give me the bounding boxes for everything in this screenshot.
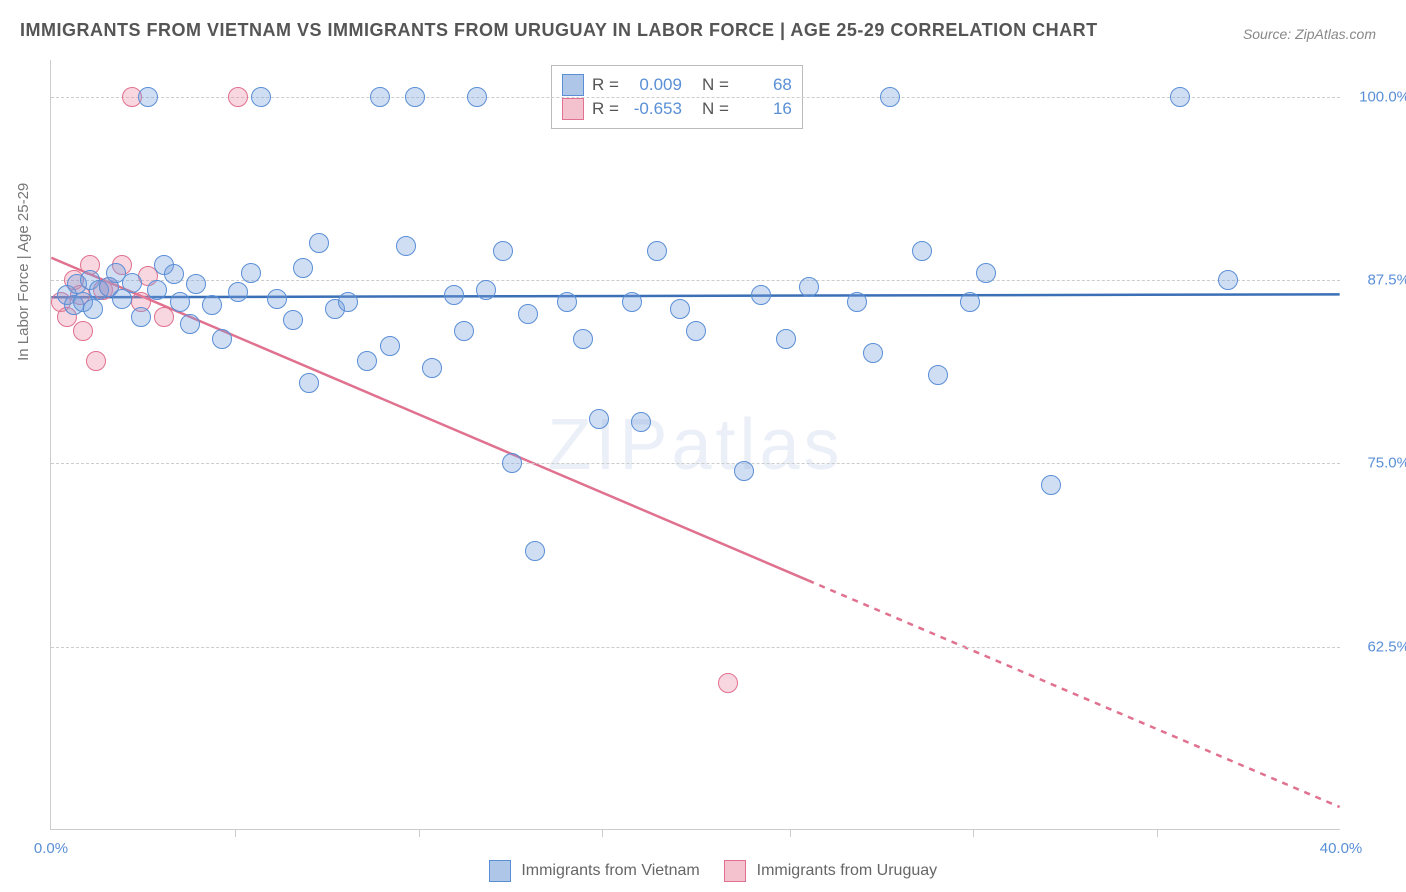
vietnam-marker	[525, 541, 545, 561]
uruguay-legend-label: Immigrants from Uruguay	[757, 862, 938, 879]
vietnam-marker	[467, 87, 487, 107]
vietnam-marker	[734, 461, 754, 481]
vietnam-marker	[518, 304, 538, 324]
vietnam-marker	[338, 292, 358, 312]
vietnam-marker	[686, 321, 706, 341]
x-minor-tick	[790, 829, 791, 837]
chart-container: IMMIGRANTS FROM VIETNAM VS IMMIGRANTS FR…	[0, 0, 1406, 892]
vietnam-marker	[138, 87, 158, 107]
vietnam-marker	[1218, 270, 1238, 290]
y-tick-label: 87.5%	[1350, 272, 1406, 289]
vietnam-marker	[251, 87, 271, 107]
x-tick-label: 0.0%	[34, 840, 68, 857]
y-tick-label: 62.5%	[1350, 638, 1406, 655]
gridline-h	[51, 647, 1340, 648]
n-label: N =	[702, 75, 729, 95]
x-minor-tick	[602, 829, 603, 837]
y-tick-label: 100.0%	[1350, 88, 1406, 105]
vietnam-marker	[557, 292, 577, 312]
vietnam-marker	[976, 263, 996, 283]
vietnam-marker	[370, 87, 390, 107]
vietnam-marker	[863, 343, 883, 363]
vietnam-marker	[476, 280, 496, 300]
vietnam-marker	[1170, 87, 1190, 107]
vietnam-marker	[799, 277, 819, 297]
vietnam-marker	[928, 365, 948, 385]
vietnam-marker	[589, 409, 609, 429]
r-label: R =	[592, 75, 619, 95]
vietnam-swatch	[562, 74, 584, 96]
n-label: N =	[702, 99, 729, 119]
stats-row-vietnam: R = 0.009 N = 68	[562, 74, 792, 96]
x-minor-tick	[419, 829, 420, 837]
vietnam-marker	[622, 292, 642, 312]
x-tick-label: 40.0%	[1320, 840, 1363, 857]
vietnam-marker	[122, 273, 142, 293]
vietnam-marker	[212, 329, 232, 349]
vietnam-marker	[422, 358, 442, 378]
uruguay-marker	[86, 351, 106, 371]
bottom-legend: Immigrants from Vietnam Immigrants from …	[0, 860, 1406, 882]
y-axis-label: In Labor Force | Age 25-29	[15, 183, 32, 361]
x-minor-tick	[235, 829, 236, 837]
vietnam-marker	[847, 292, 867, 312]
vietnam-marker	[202, 295, 222, 315]
vietnam-marker	[147, 280, 167, 300]
uruguay-marker	[73, 321, 93, 341]
vietnam-marker	[170, 292, 190, 312]
vietnam-r-value: 0.009	[627, 75, 682, 95]
vietnam-marker	[631, 412, 651, 432]
vietnam-marker	[283, 310, 303, 330]
vietnam-marker	[299, 373, 319, 393]
vietnam-marker	[647, 241, 667, 261]
r-label: R =	[592, 99, 619, 119]
uruguay-n-value: 16	[737, 99, 792, 119]
vietnam-marker	[83, 299, 103, 319]
vietnam-marker	[493, 241, 513, 261]
x-minor-tick	[1157, 829, 1158, 837]
vietnam-marker	[228, 282, 248, 302]
vietnam-marker	[186, 274, 206, 294]
chart-title: IMMIGRANTS FROM VIETNAM VS IMMIGRANTS FR…	[20, 20, 1098, 41]
vietnam-marker	[380, 336, 400, 356]
uruguay-legend-swatch	[724, 860, 746, 882]
uruguay-swatch	[562, 98, 584, 120]
vietnam-marker	[880, 87, 900, 107]
vietnam-marker	[357, 351, 377, 371]
vietnam-marker	[444, 285, 464, 305]
vietnam-marker	[573, 329, 593, 349]
vietnam-marker	[1041, 475, 1061, 495]
uruguay-marker	[154, 307, 174, 327]
vietnam-marker	[502, 453, 522, 473]
vietnam-marker	[960, 292, 980, 312]
vietnam-marker	[293, 258, 313, 278]
uruguay-trendline	[808, 580, 1339, 807]
vietnam-marker	[180, 314, 200, 334]
uruguay-marker	[718, 673, 738, 693]
source-attribution: Source: ZipAtlas.com	[1243, 26, 1376, 42]
vietnam-marker	[454, 321, 474, 341]
vietnam-marker	[164, 264, 184, 284]
vietnam-marker	[309, 233, 329, 253]
vietnam-marker	[241, 263, 261, 283]
vietnam-legend-label: Immigrants from Vietnam	[521, 862, 699, 879]
vietnam-marker	[131, 307, 151, 327]
x-minor-tick	[973, 829, 974, 837]
stats-row-uruguay: R = -0.653 N = 16	[562, 98, 792, 120]
vietnam-marker	[670, 299, 690, 319]
vietnam-marker	[396, 236, 416, 256]
vietnam-marker	[267, 289, 287, 309]
y-tick-label: 75.0%	[1350, 455, 1406, 472]
vietnam-n-value: 68	[737, 75, 792, 95]
vietnam-marker	[776, 329, 796, 349]
vietnam-marker	[751, 285, 771, 305]
vietnam-marker	[405, 87, 425, 107]
plot-area: ZIPatlas R = 0.009 N = 68 R = -0.653 N =…	[50, 60, 1340, 830]
uruguay-r-value: -0.653	[627, 99, 682, 119]
trend-lines	[51, 60, 1340, 829]
vietnam-legend-swatch	[489, 860, 511, 882]
uruguay-marker	[228, 87, 248, 107]
gridline-h	[51, 463, 1340, 464]
vietnam-marker	[912, 241, 932, 261]
